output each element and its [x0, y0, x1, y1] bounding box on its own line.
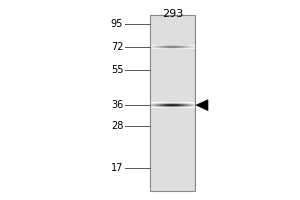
Bar — [150, 15, 195, 191]
Text: 55: 55 — [111, 65, 123, 75]
Polygon shape — [196, 100, 208, 111]
Text: 293: 293 — [162, 9, 183, 19]
Text: 95: 95 — [111, 19, 123, 29]
Text: 17: 17 — [111, 163, 123, 173]
Text: 36: 36 — [111, 100, 123, 110]
Bar — [151, 15, 194, 191]
Text: 72: 72 — [111, 42, 123, 52]
Text: 28: 28 — [111, 121, 123, 131]
Bar — [150, 15, 195, 191]
